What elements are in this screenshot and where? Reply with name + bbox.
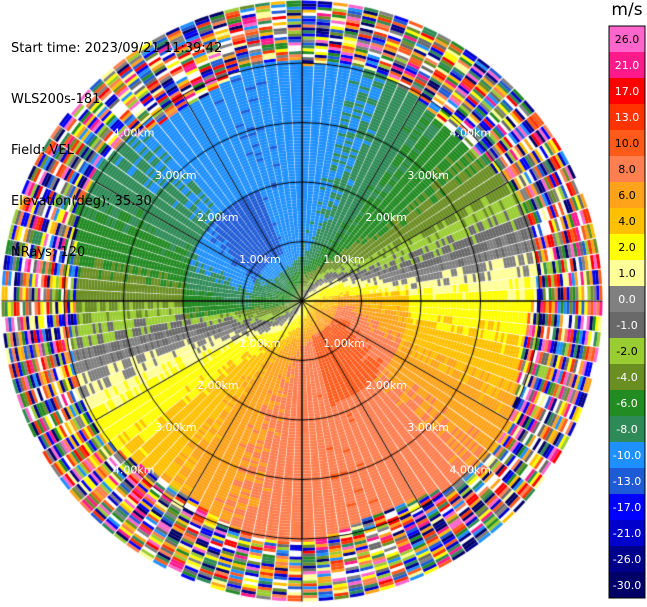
nrays-label: NRays: 120 bbox=[11, 245, 86, 260]
start-time-label: Start time: 2023/09/21 11:39:42 bbox=[11, 41, 223, 56]
scan-info: Start time: 2023/09/21 11:39:42 WLS200s-… bbox=[11, 6, 222, 278]
elevation-label: Elevation(deg): 35.30 bbox=[11, 194, 152, 209]
field-label: Field: VEL bbox=[11, 143, 74, 158]
instrument-label: WLS200s-181 bbox=[11, 92, 101, 107]
colorbar-title: m/s bbox=[611, 0, 643, 20]
